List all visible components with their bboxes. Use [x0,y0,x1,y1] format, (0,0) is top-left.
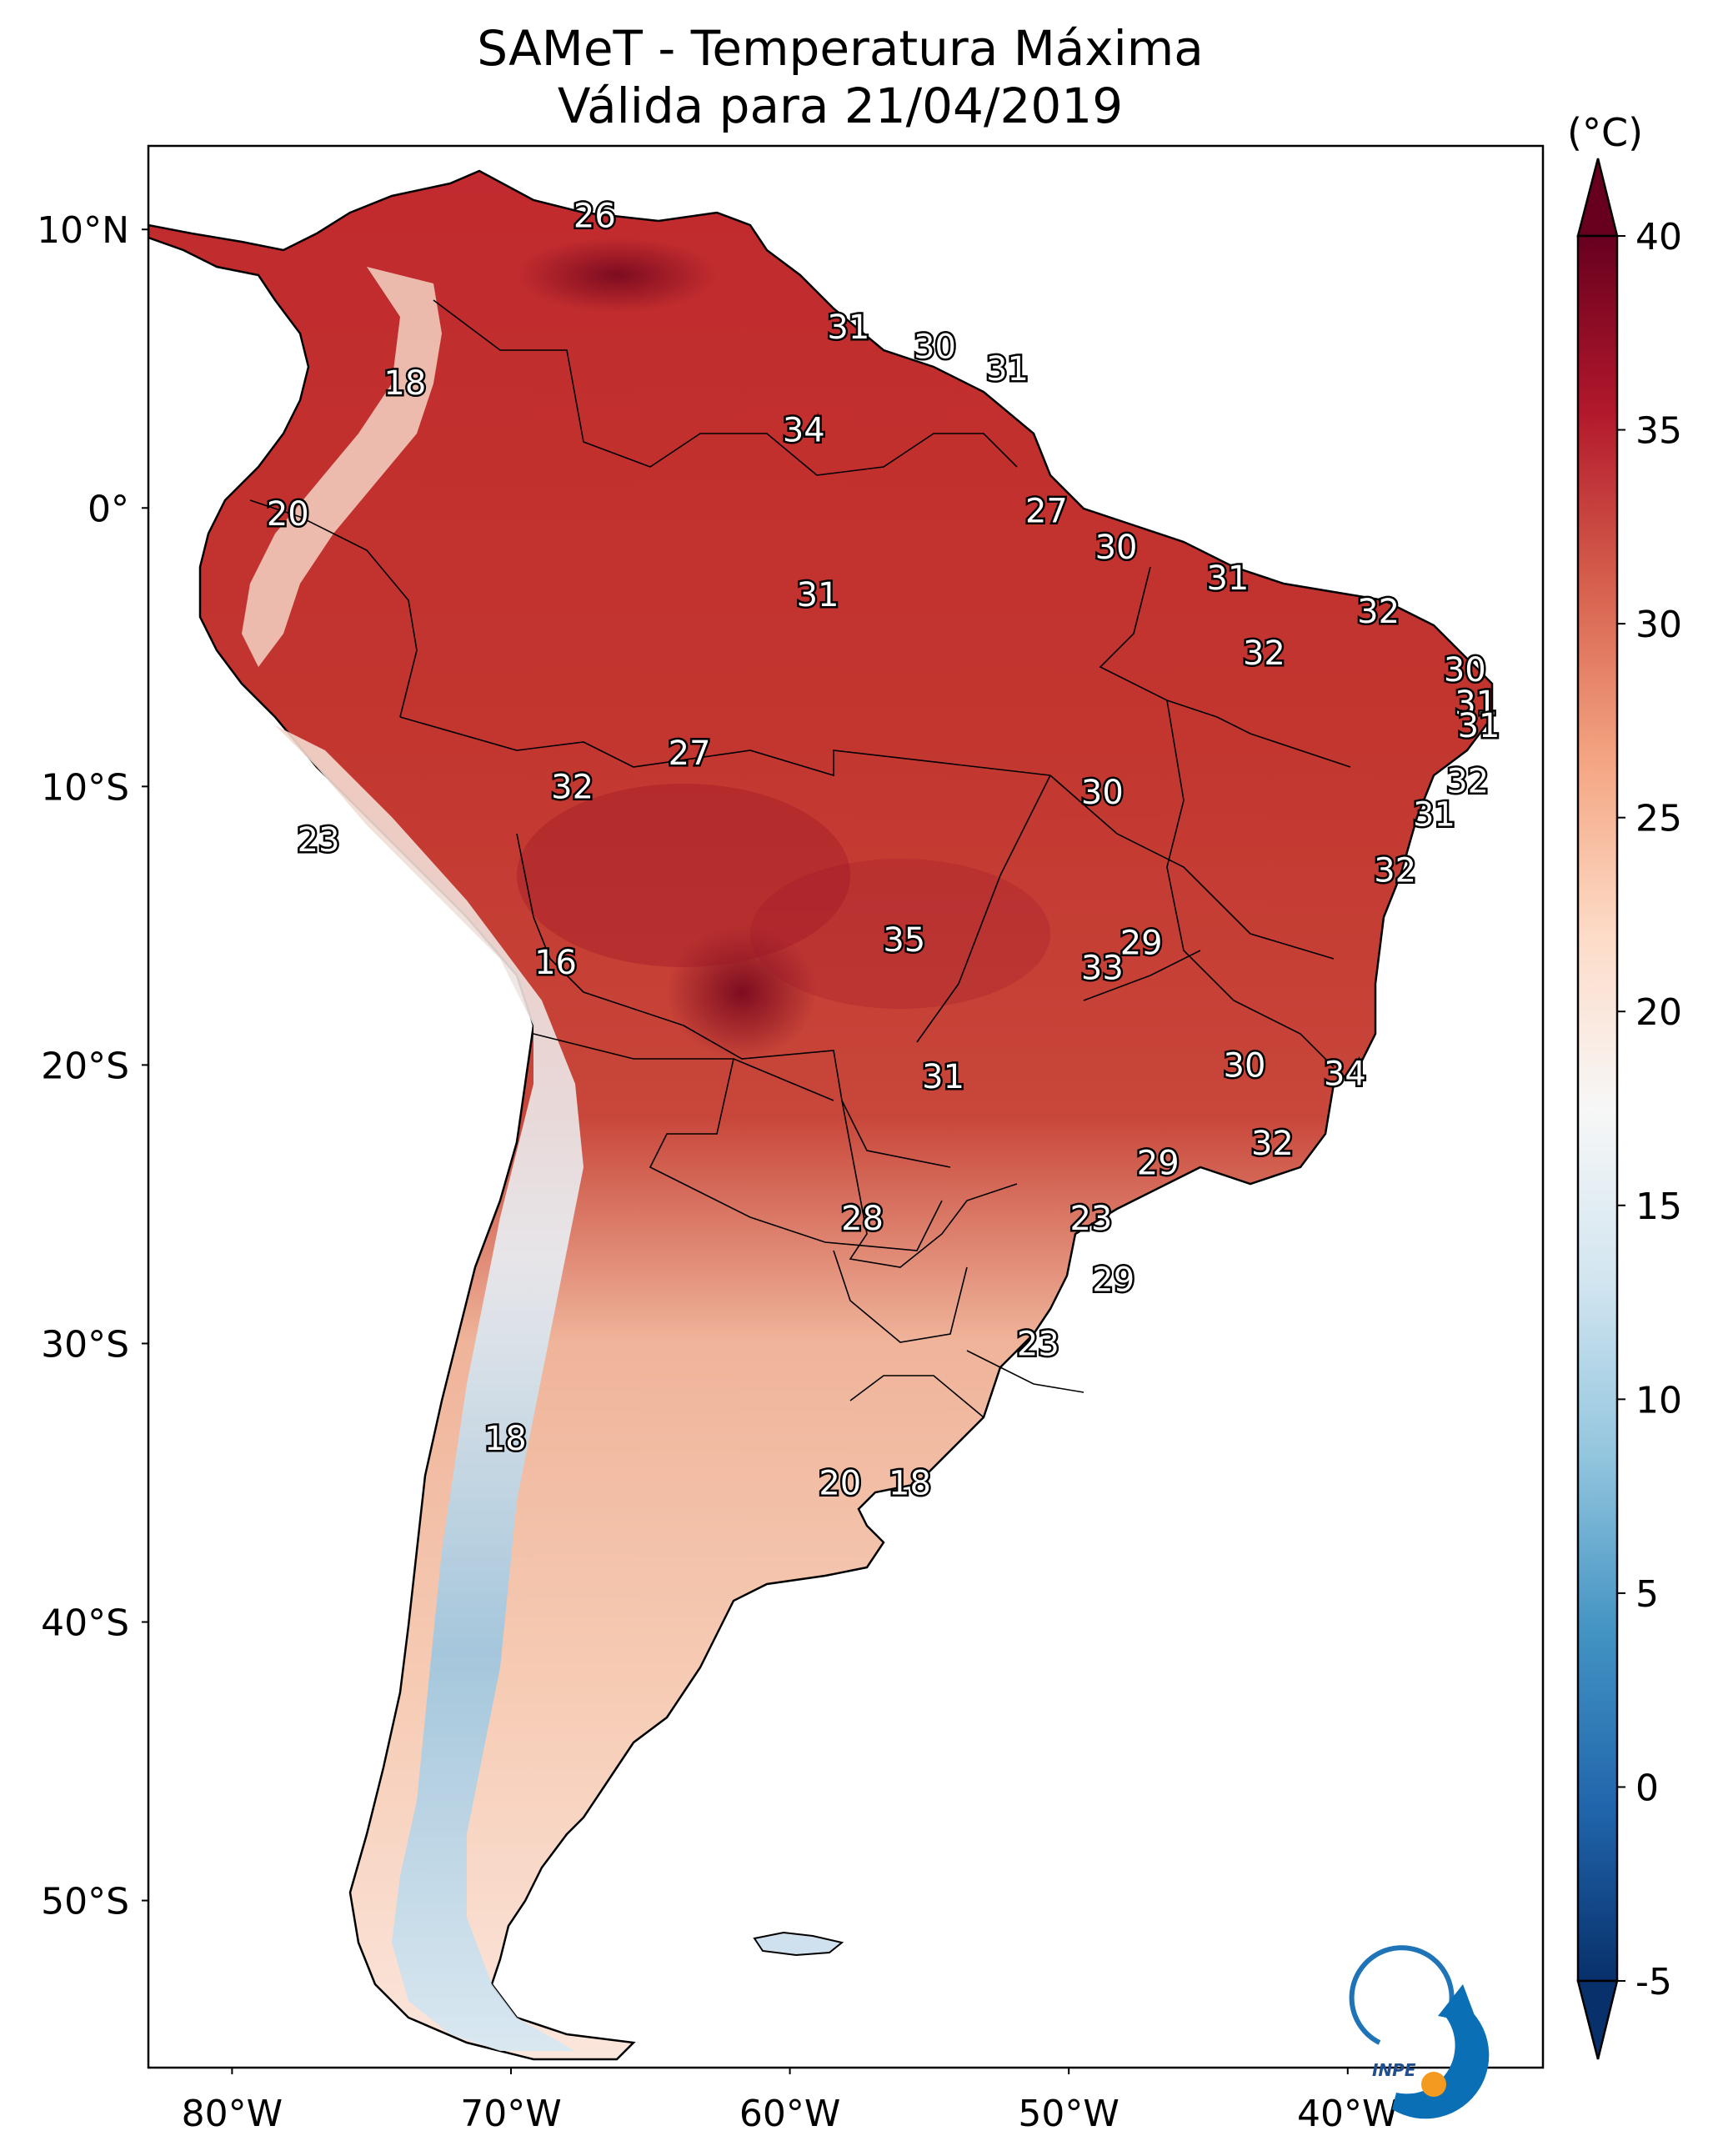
latitude-axis: 10°N 0° 10°S 20°S 30°S 40°S 50°S [37,209,148,1923]
contour-label: 32 [1357,593,1400,631]
lon-label: 60°W [739,2093,841,2135]
contour-label: 29 [1120,924,1163,962]
contour-label: 29 [1092,1261,1134,1300]
contour-label: 34 [1324,1055,1366,1093]
country-borders [249,299,1351,1418]
contour-label: 31 [827,308,869,347]
colorbar-unit: (°C) [1567,110,1643,155]
contour-label: 30 [1224,1046,1266,1085]
colorbar-tick-label: 5 [1635,1573,1659,1616]
contour-label: 30 [1081,774,1124,812]
contour-label: 26 [573,198,616,236]
map-title: SAMeT - Temperatura Máxima [477,20,1204,77]
lat-label: 30°S [41,1323,129,1366]
lat-label: 10°N [37,209,129,252]
lat-label: 50°S [41,1881,129,1923]
contour-label: 31 [922,1058,964,1096]
contour-label: 28 [841,1200,884,1238]
contour-label: 23 [298,821,340,860]
contour-label: 32 [1243,634,1285,673]
lon-label: 40°W [1297,2093,1399,2135]
colorbar-tick-label: 0 [1635,1767,1659,1809]
contour-label: 32 [1251,1125,1294,1163]
contour-label: 20 [267,495,309,534]
colorbar-tick-label: 40 [1635,216,1682,258]
contour-label: 23 [1017,1325,1059,1363]
contour-label: 31 [797,576,839,614]
contour-label: 27 [1025,493,1068,531]
contour-label: 31 [1458,707,1500,745]
contour-label: 32 [1374,852,1416,890]
longitude-axis: 80°W 70°W 60°W 50°W 40°W [182,2068,1399,2135]
colorbar-tick-label: -5 [1635,1961,1672,2003]
contour-label: 30 [1444,651,1486,689]
contour-label: 33 [1081,949,1124,987]
lon-label: 50°W [1018,2093,1119,2135]
lat-label: 10°S [41,766,129,809]
contour-label: 23 [1069,1200,1112,1238]
lat-label: 0° [88,488,129,530]
inpe-logo: INPE [1349,1945,1490,2119]
contour-label: 18 [889,1464,931,1502]
colorbar-tick-label: 30 [1635,604,1682,646]
colorbar-tick-label: 10 [1635,1379,1682,1421]
contour-label: 27 [669,735,711,773]
lat-label: 20°S [41,1045,129,1087]
contour-label: 29 [1137,1144,1180,1182]
colorbar-arrow-bottom [1576,1979,1619,2060]
lat-label: 40°S [41,1602,129,1645]
contour-label: 34 [783,412,825,450]
contour-label: 31 [1455,684,1497,723]
contour-label: 30 [1095,529,1138,567]
contour-label: 18 [484,1420,527,1458]
colorbar-tick-label: 25 [1635,798,1682,840]
map-subtitle: Válida para 21/04/2019 [558,78,1123,134]
colorbar-tick-label: 20 [1635,991,1682,1034]
lon-label: 80°W [182,2093,283,2135]
contour-label: 18 [383,364,426,403]
colorbar-tick-label: 35 [1635,410,1682,453]
contour-label: 35 [883,921,925,960]
andes-cool-band [275,725,584,2051]
lon-label: 70°W [460,2093,562,2135]
colorbar: 40 35 30 25 20 15 10 5 0 -5 (°C) [1567,110,1682,2060]
contour-label: 32 [1446,763,1489,801]
contour-label: 16 [534,944,577,982]
contour-label: 31 [1413,796,1455,835]
contour-label: 30 [914,328,956,367]
contour-label: 31 [1206,559,1249,598]
map-panel [148,146,1543,2068]
contour-label: 31 [986,350,1029,389]
map-frame [147,144,1545,2069]
colorbar-body [1576,234,1619,1983]
contour-label: 20 [819,1464,861,1502]
colorbar-tick-label: 15 [1635,1186,1682,1228]
inpe-logo-text: INPE [1372,2060,1416,2080]
contour-label: 32 [551,768,594,806]
colorbar-arrow-top [1576,158,1619,238]
